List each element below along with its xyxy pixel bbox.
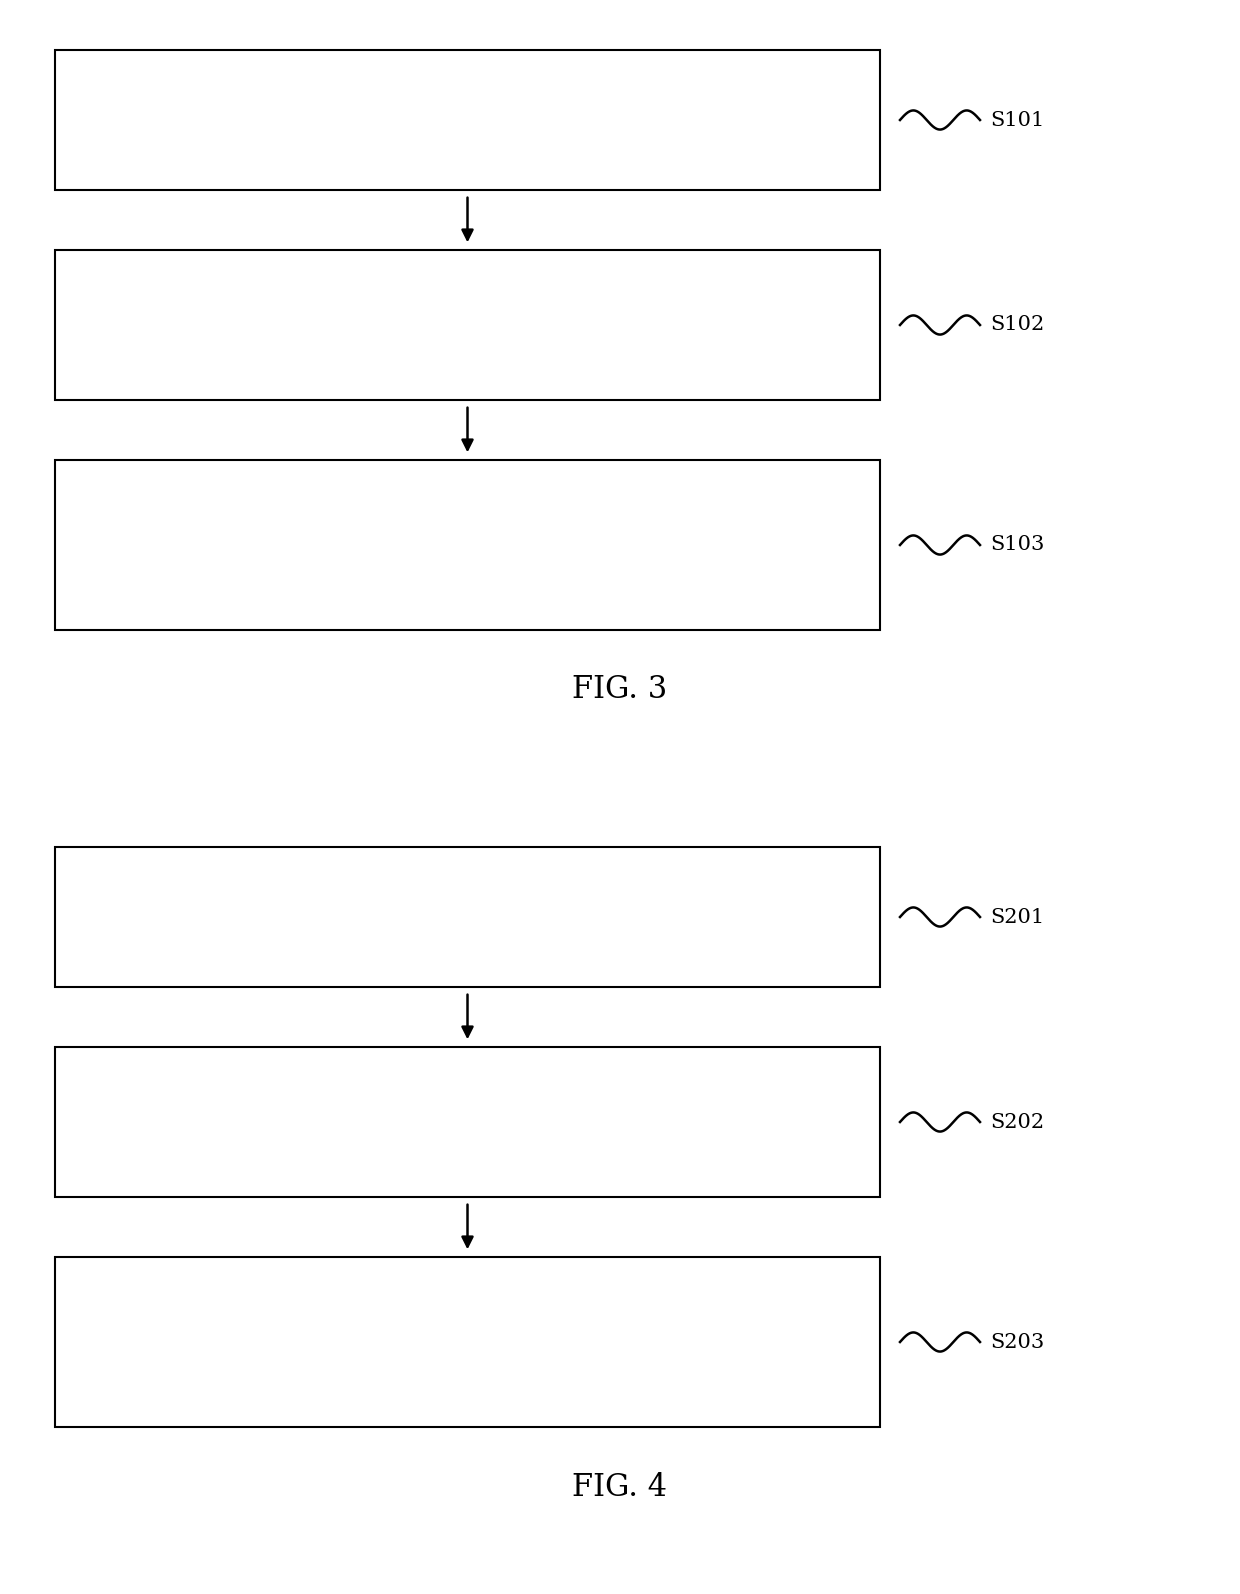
- Text: S102: S102: [990, 316, 1044, 335]
- Text: Masking a first mask on the substrate, and exposing and
developing the first pho: Masking a first mask on the substrate, a…: [166, 304, 769, 346]
- Text: Coating a layer of photoresist on the silicon nitride layer to
form a second pho: Coating a layer of photoresist on the si…: [153, 896, 782, 937]
- Text: S101: S101: [990, 110, 1044, 129]
- Text: FIG. 3: FIG. 3: [573, 674, 667, 706]
- Text: FIG. 4: FIG. 4: [573, 1471, 667, 1503]
- Text: S201: S201: [990, 907, 1044, 926]
- Text: Depositing the layer of SiNx on the first photoresist layer,
wherein after depos: Depositing the layer of SiNx on the firs…: [160, 513, 775, 577]
- Text: S103: S103: [990, 536, 1044, 555]
- Text: Coating a layer of photoresist on the first capacitor
electrode to form a first : Coating a layer of photoresist on the fi…: [195, 99, 740, 140]
- Text: Masking a second mask on the substrate, and exposing and
developing the second p: Masking a second mask on the substrate, …: [151, 1101, 784, 1143]
- Text: S203: S203: [990, 1333, 1044, 1352]
- Text: Depositing the layer of SiOx, wherein after depositing the
silicon oxide layer, : Depositing the layer of SiOx, wherein af…: [155, 1310, 780, 1374]
- Text: S202: S202: [990, 1113, 1044, 1132]
